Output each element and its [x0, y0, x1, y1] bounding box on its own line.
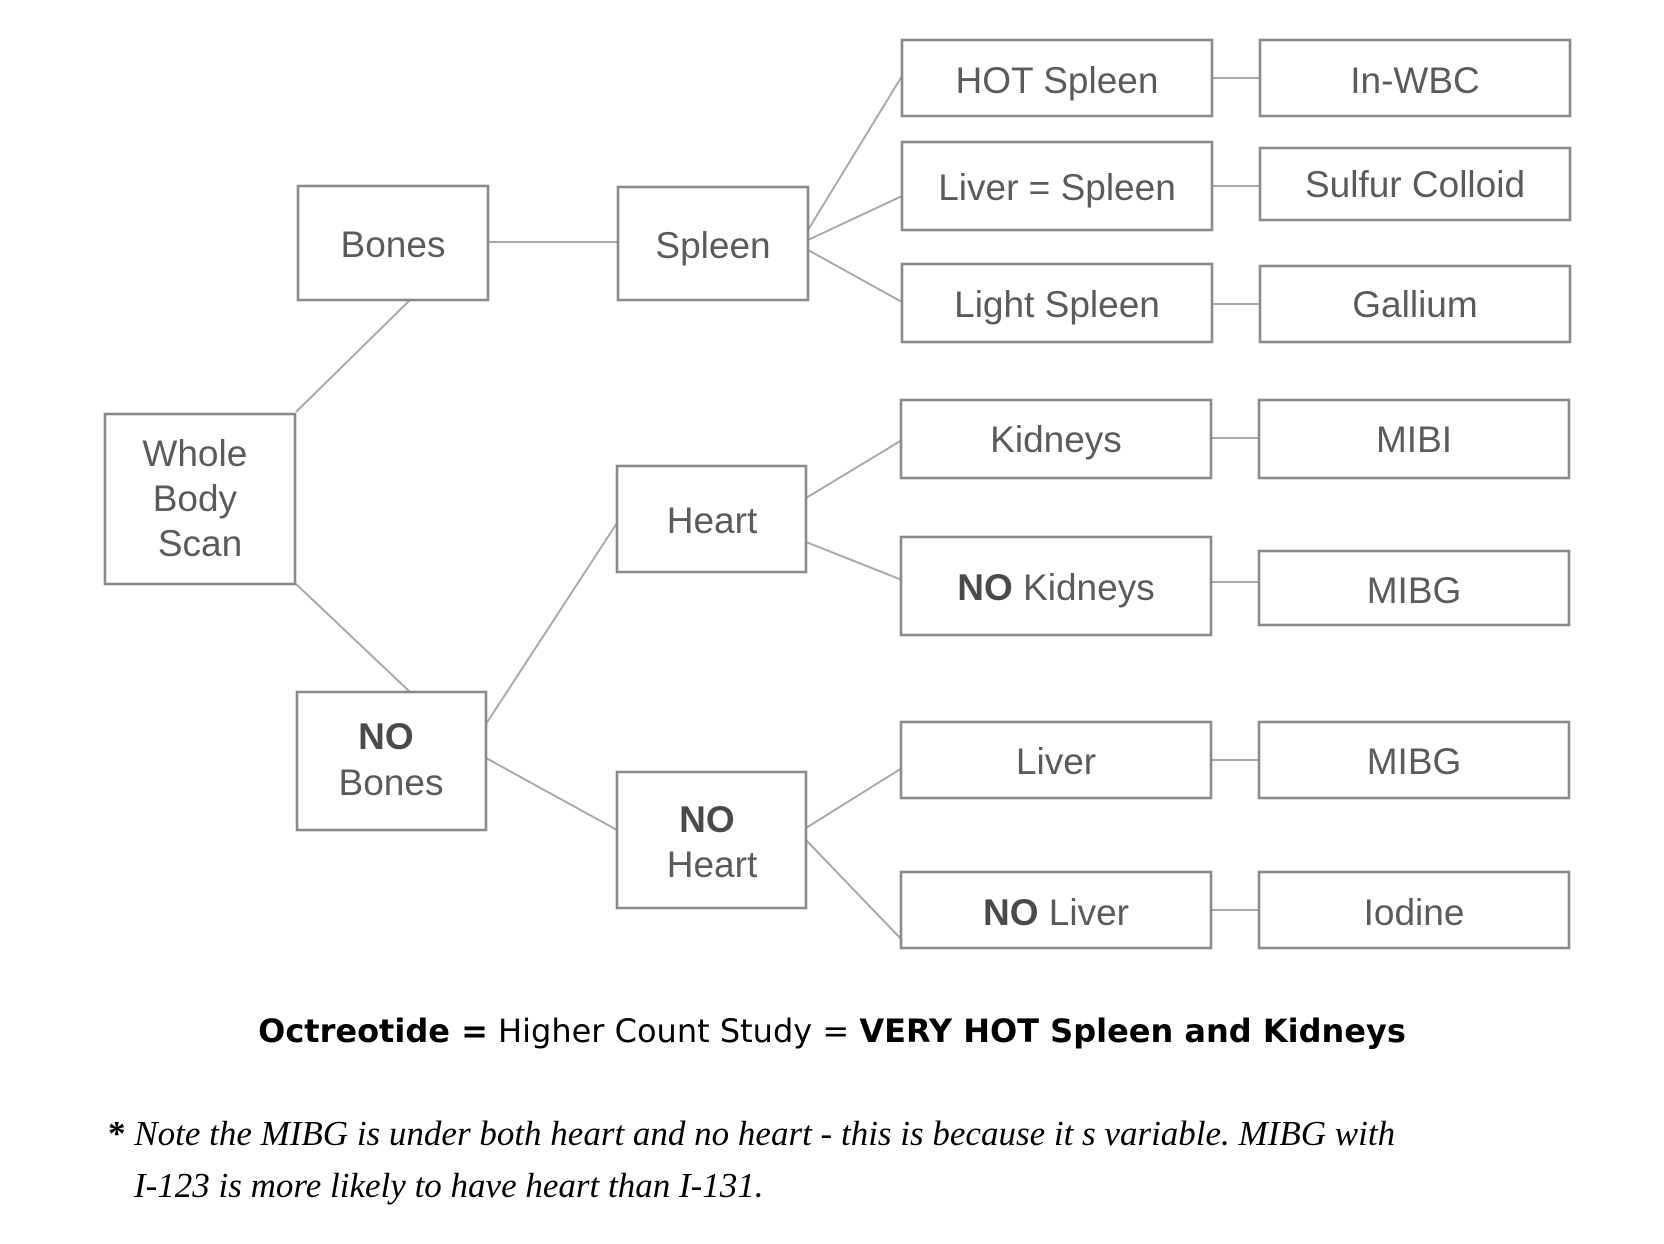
light-spleen-label: Light Spleen	[954, 284, 1160, 325]
node-sulfur-colloid: Sulfur Colloid	[1258, 146, 1572, 222]
sulfur-colloid-label: Sulfur Colloid	[1305, 164, 1525, 205]
svg-text:NO Heart: NO Heart	[667, 799, 758, 885]
node-gallium: Gallium	[1258, 264, 1572, 344]
node-hot-spleen: HOT Spleen	[900, 38, 1214, 118]
edge-spleen-hot-spleen	[807, 75, 903, 231]
bones-label: Bones	[341, 224, 446, 265]
edge-no-heart-no-liver	[805, 839, 903, 941]
node-mibg-1: MIBG	[1257, 549, 1571, 627]
edge-no-heart-liver	[805, 767, 903, 829]
node-in-wbc: In-WBC	[1258, 38, 1572, 118]
formula-part-3: VERY HOT Spleen and Kidneys	[859, 1012, 1406, 1050]
footnote-text-2: I-123 is more likely to have heart than …	[134, 1166, 764, 1205]
node-spleen: Spleen	[616, 185, 810, 302]
edge-whole-no-bones	[295, 583, 411, 693]
mibg-2-label: MIBG	[1367, 741, 1462, 782]
no-kidneys-bold: NO	[957, 567, 1013, 608]
node-no-heart: NO Heart	[615, 770, 808, 910]
svg-text:NO Kidneys: NO Kidneys	[957, 567, 1154, 608]
no-heart-bold: NO	[679, 799, 735, 840]
node-no-bones: NO Bones	[295, 690, 488, 832]
node-no-kidneys: NO Kidneys	[899, 535, 1213, 637]
whole-body-scan-line-2: Body	[153, 478, 238, 519]
no-bones-text: Bones	[339, 762, 444, 803]
in-wbc-label: In-WBC	[1350, 60, 1480, 101]
no-liver-bold: NO	[983, 892, 1039, 933]
node-mibg-2: MIBG	[1257, 720, 1571, 800]
node-kidneys: Kidneys	[899, 398, 1213, 480]
whole-body-scan-line-3: Scan	[158, 523, 242, 564]
liver-label: Liver	[1016, 741, 1096, 782]
svg-text:NO Bones: NO Bones	[339, 716, 444, 803]
node-liver: Liver	[899, 720, 1213, 800]
edge-heart-kidneys	[805, 439, 903, 499]
svg-text:NO Liver: NO Liver	[983, 892, 1129, 933]
heart-label: Heart	[667, 500, 758, 541]
footnote-asterisk: *	[108, 1114, 126, 1153]
node-liver-eq-spleen: Liver = Spleen	[900, 140, 1214, 232]
svg-text:Whole Body Scan: Whole Body Scan	[142, 433, 257, 564]
node-heart: Heart	[615, 464, 808, 574]
node-bones: Bones	[296, 184, 490, 302]
footnote-line-2: I-123 is more likely to have heart than …	[108, 1160, 1548, 1212]
hot-spleen-label: HOT Spleen	[956, 60, 1159, 101]
edge-spleen-liver-eq-spleen	[807, 195, 903, 241]
octreotide-formula: Octreotide = Higher Count Study = VERY H…	[0, 1012, 1664, 1050]
no-heart-text: Heart	[667, 844, 758, 885]
edge-spleen-light-spleen	[807, 249, 903, 303]
edge-no-bones-heart	[485, 522, 618, 725]
node-whole-body-scan: Whole Body Scan	[103, 412, 297, 586]
tree-connectors	[295, 75, 1260, 941]
spleen-label: Spleen	[655, 225, 770, 266]
iodine-label: Iodine	[1364, 892, 1465, 933]
mibg-1-label: MIBG	[1367, 570, 1462, 611]
footnote-line-1: * Note the MIBG is under both heart and …	[108, 1108, 1548, 1160]
gallium-label: Gallium	[1352, 284, 1477, 325]
mibg-footnote: * Note the MIBG is under both heart and …	[108, 1108, 1548, 1212]
mibi-label: MIBI	[1376, 419, 1452, 460]
whole-body-scan-line-1: Whole	[142, 433, 247, 474]
no-bones-bold: NO	[358, 716, 414, 757]
edge-whole-bones	[295, 299, 411, 413]
no-kidneys-text: Kidneys	[1013, 567, 1155, 608]
liver-eq-spleen-label: Liver = Spleen	[938, 167, 1176, 208]
edge-no-bones-no-heart	[485, 757, 618, 831]
no-liver-text: Liver	[1039, 892, 1129, 933]
node-light-spleen: Light Spleen	[900, 262, 1214, 344]
kidneys-label: Kidneys	[990, 419, 1122, 460]
footnote-text-1: Note the MIBG is under both heart and no…	[125, 1114, 1396, 1153]
node-iodine: Iodine	[1257, 870, 1571, 950]
formula-part-2: Higher Count Study =	[487, 1012, 860, 1050]
node-mibi: MIBI	[1257, 398, 1571, 480]
formula-part-1: Octreotide =	[258, 1012, 488, 1050]
edge-heart-no-kidneys	[805, 541, 903, 581]
node-no-liver: NO Liver	[899, 870, 1213, 950]
